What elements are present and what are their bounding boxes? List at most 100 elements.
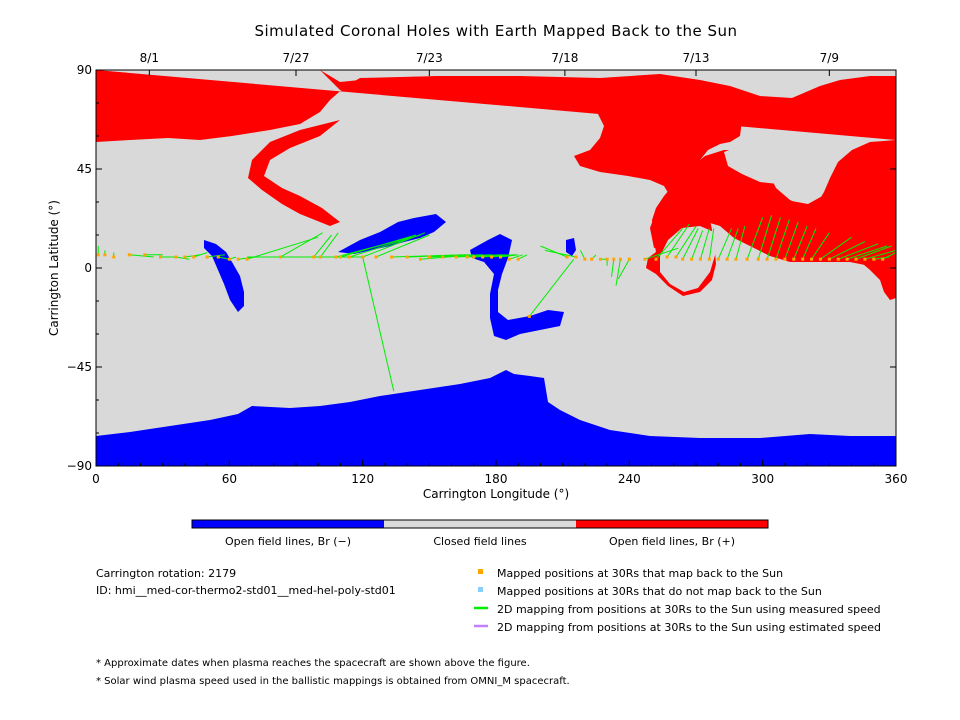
mapped-position-point xyxy=(481,255,485,259)
mapped-position-point xyxy=(96,253,100,257)
mapping-line xyxy=(540,245,568,258)
mapped-position-point xyxy=(810,257,814,261)
mapped-position-point xyxy=(598,257,602,261)
mapped-position-point xyxy=(347,255,351,259)
closed-island-loop xyxy=(660,226,716,292)
mapped-position-point xyxy=(681,257,685,261)
mapping-line xyxy=(280,232,323,258)
mapping-line xyxy=(757,215,773,260)
mapping-line xyxy=(500,254,519,258)
legend-label: 2D mapping from positions at 30Rs to the… xyxy=(497,621,881,634)
mapping-line xyxy=(320,232,339,258)
mapping-line xyxy=(793,226,808,260)
y-tick-label: 0 xyxy=(84,261,92,275)
mapped-position-point xyxy=(881,257,885,261)
x-tick-label: 300 xyxy=(751,472,774,486)
mapped-position-point xyxy=(405,255,409,259)
legend-swatch xyxy=(478,587,483,592)
coronal-hole-mid xyxy=(338,214,446,254)
mapped-position-point xyxy=(698,257,702,261)
mapped-position-point xyxy=(318,255,322,259)
mapping-line xyxy=(691,230,704,260)
mapped-position-point xyxy=(863,257,867,261)
mapped-position-point xyxy=(158,255,162,259)
mapped-position-point xyxy=(783,257,787,261)
mapped-position-point xyxy=(183,255,187,259)
colorbar-label: Open field lines, Br (+) xyxy=(609,535,735,548)
colorbar-segment xyxy=(192,520,384,528)
coronal-hole-center xyxy=(470,234,564,340)
mapped-position-point xyxy=(836,257,840,261)
mapped-position-point xyxy=(665,255,669,259)
mapped-position-point xyxy=(756,257,760,261)
footnote-2: * Solar wind plasma speed used in the ba… xyxy=(96,676,570,687)
mapped-position-point xyxy=(334,255,338,259)
mapped-position-point xyxy=(612,257,616,261)
mapped-position-point xyxy=(854,257,858,261)
chart-title: Simulated Coronal Holes with Earth Mappe… xyxy=(254,22,737,40)
mapped-position-point xyxy=(143,253,147,257)
mapping-line xyxy=(829,241,866,260)
mapped-position-point xyxy=(565,255,569,259)
mapping-line xyxy=(193,252,208,258)
mapped-position-point xyxy=(654,257,658,261)
mapped-position-point xyxy=(745,257,749,261)
mapping-line xyxy=(218,256,230,260)
mapping-line xyxy=(864,249,897,260)
mapping-line xyxy=(407,254,470,258)
x-tick-label: 60 xyxy=(222,472,237,486)
mapped-position-point xyxy=(725,257,729,261)
legend-label: Mapped positions at 30Rs that do not map… xyxy=(497,585,822,598)
mapped-position-point xyxy=(427,255,431,259)
y-tick-label: −45 xyxy=(67,360,92,374)
footnote-1: * Approximate dates when plasma reaches … xyxy=(96,658,530,669)
north-coronal-hole-lobe xyxy=(320,70,896,300)
mapping-line xyxy=(675,225,697,258)
mapped-position-point xyxy=(527,314,531,318)
mapping-line xyxy=(611,259,615,277)
model-id: ID: hmi__med-cor-thermo2-std01__med-hel-… xyxy=(96,584,396,597)
y-tick-label: −90 xyxy=(67,459,92,473)
mapped-position-point xyxy=(245,257,249,261)
mapping-line xyxy=(775,219,790,260)
mapped-position-point xyxy=(507,257,511,261)
date-tick-label: 7/27 xyxy=(283,51,310,65)
mapped-position-point xyxy=(192,255,196,259)
colorbar-frame xyxy=(191,519,769,529)
mapped-position-point xyxy=(872,257,876,261)
mapping-line xyxy=(544,249,577,258)
x-tick-label: 180 xyxy=(485,472,508,486)
mapped-position-point xyxy=(674,255,678,259)
mapping-line xyxy=(528,258,575,317)
mapping-line xyxy=(882,252,897,260)
y-axis-label: Carrington Latitude (°) xyxy=(47,200,61,336)
x-axis-label: Carrington Longitude (°) xyxy=(423,487,569,501)
mapped-position-point xyxy=(734,257,738,261)
legend: Mapped positions at 30Rs that map back t… xyxy=(474,567,881,634)
mapping-line xyxy=(746,217,764,260)
colorbar-segment xyxy=(576,520,768,528)
mapped-position-point xyxy=(516,257,520,261)
colorbar-label: Closed field lines xyxy=(433,535,527,548)
mapping-line xyxy=(766,217,781,260)
mapped-position-point xyxy=(618,257,622,261)
mapping-line xyxy=(509,254,523,260)
plot-area xyxy=(95,69,897,467)
mapped-position-point xyxy=(174,255,178,259)
mapped-position-point xyxy=(583,257,587,261)
x-tick-label: 360 xyxy=(885,472,908,486)
mapped-positions xyxy=(96,253,885,318)
mapped-position-point xyxy=(472,255,476,259)
date-tick-label: 7/13 xyxy=(683,51,710,65)
mapping-lines xyxy=(97,215,897,392)
mapped-position-point xyxy=(818,257,822,261)
mapped-position-point xyxy=(716,257,720,261)
mapped-position-point xyxy=(801,257,805,261)
mapped-position-point xyxy=(205,255,209,259)
mapped-position-point xyxy=(374,255,378,259)
mapping-line xyxy=(820,236,852,260)
mapped-position-point xyxy=(441,255,445,259)
mapped-position-point xyxy=(827,257,831,261)
date-tick-label: 7/9 xyxy=(820,51,839,65)
